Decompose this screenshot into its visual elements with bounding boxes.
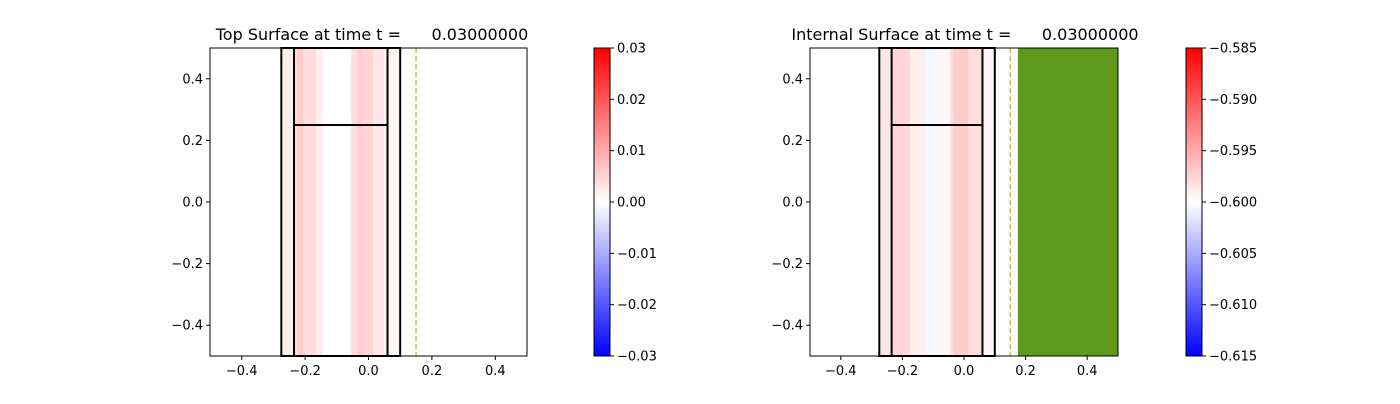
internal-surface-title: Internal Surface at time t = 0.03000000 [791,25,1138,44]
field-band [281,48,295,356]
field-band [982,48,995,356]
x-tick-label: 0.2 [1015,364,1036,379]
x-tick-label: 0.0 [358,364,379,379]
field-band [891,48,911,356]
x-tick-label: 0.4 [485,364,506,379]
field-band [910,48,926,356]
top-surface-colorbar: −0.03 −0.02 −0.01 0.00 0.01 0.02 0.03 [593,42,657,365]
x-tick-label: 0.2 [422,364,443,379]
internal-surface-colorbar: −0.615 −0.610 −0.605 −0.600 −0.595 −0.590 −0.5… [1185,42,1257,365]
top-surface-y-axis: −0.4 −0.2 0.0 0.2 0.4 [171,72,210,334]
top-surface-panel: −0.4 −0.2 0.0 0.2 0.4 −0.4 −0.2 0.0 0.2 0.4 Top … [171,25,656,379]
top-surface-plot-area [210,48,527,356]
y-tick-label: −0.4 [171,319,203,334]
field-band [925,48,938,356]
x-tick-label: −0.4 [825,364,857,379]
x-tick-label: −0.2 [289,364,321,379]
field-band [373,48,385,356]
colorbar-tick-label: −0.03 [617,350,657,365]
field-band [950,48,954,356]
x-tick-label: −0.2 [887,364,919,379]
y-tick-label: 0.0 [782,196,803,211]
colorbar-tick-label: 0.02 [617,93,646,108]
y-tick-label: −0.2 [171,257,203,272]
field-band [357,48,364,356]
colorbar-tick-label: 0.03 [617,42,646,57]
x-tick-label: 0.0 [954,364,975,379]
field-band [937,48,951,356]
colorbar-tick-label: −0.615 [1209,350,1257,365]
colorbar-tick-label: −0.605 [1209,247,1257,262]
internal-surface-x-axis: −0.4 −0.2 0.0 0.2 0.4 [825,356,1098,379]
colorbar-gradient [1185,47,1203,357]
internal-surface-panel: −0.4 −0.2 0.0 0.2 0.4 −0.4 −0.2 0.0 0.2 0.4 Inte… [771,25,1257,379]
y-tick-label: 0.0 [182,196,203,211]
field-band [294,48,298,356]
y-tick-label: 0.2 [782,134,803,149]
y-tick-label: 0.4 [782,72,803,87]
top-surface-x-axis: −0.4 −0.2 0.0 0.2 0.4 [226,356,506,379]
colorbar-tick-label: −0.02 [617,298,657,313]
y-tick-label: 0.4 [182,72,203,87]
field-band [879,48,892,356]
colorbar-tick-label: −0.595 [1209,144,1257,159]
field-band [322,48,352,356]
y-tick-label: 0.2 [182,134,203,149]
field-band [363,48,374,356]
field-band [953,48,969,356]
x-tick-label: −0.4 [226,364,258,379]
field-band [303,48,317,356]
colorbar-tick-label: 0.01 [617,144,646,159]
field-band [297,48,304,356]
internal-surface-y-axis: −0.4 −0.2 0.0 0.2 0.4 [771,72,810,334]
colorbar-tick-label: 0.00 [617,196,646,211]
field-band [316,48,323,356]
x-tick-label: 0.4 [1077,364,1098,379]
field-band [351,48,358,356]
colorbar-tick-label: −0.585 [1209,42,1257,57]
fill-region [1017,48,1118,356]
colorbar-tick-label: −0.610 [1209,298,1257,313]
colorbar-tick-label: −0.590 [1209,93,1257,108]
colorbar-gradient [593,47,611,357]
y-tick-label: −0.4 [771,319,803,334]
internal-surface-plot-area [810,48,1118,356]
top-surface-title: Top Surface at time t = 0.03000000 [215,25,529,44]
y-tick-label: −0.2 [771,257,803,272]
colorbar-tick-label: −0.01 [617,247,657,262]
colorbar-tick-label: −0.600 [1209,196,1257,211]
field-band [968,48,983,356]
